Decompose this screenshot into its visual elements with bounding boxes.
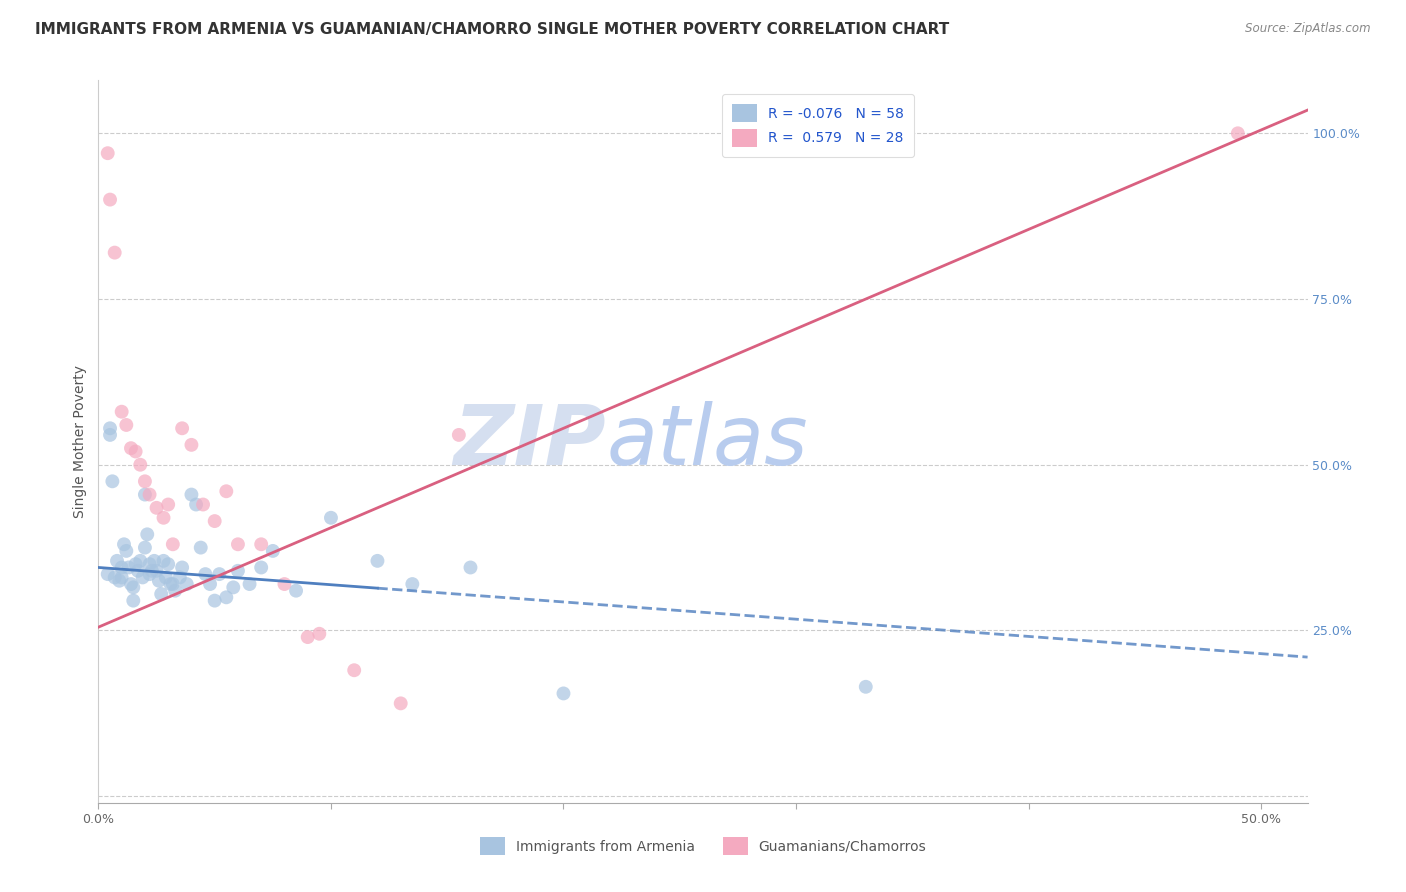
Point bbox=[215, 484, 238, 499]
Point bbox=[138, 557, 160, 571]
Point bbox=[134, 487, 156, 501]
Point bbox=[180, 438, 202, 452]
Point bbox=[111, 405, 134, 419]
Y-axis label: Single Mother Poverty: Single Mother Poverty bbox=[73, 365, 87, 518]
Point bbox=[120, 441, 142, 455]
Point bbox=[172, 421, 194, 435]
Point bbox=[145, 500, 167, 515]
Point bbox=[180, 487, 202, 501]
Point bbox=[97, 146, 120, 161]
Point bbox=[162, 577, 184, 591]
Point bbox=[190, 541, 212, 555]
Point bbox=[226, 537, 249, 551]
Point bbox=[129, 458, 152, 472]
Point bbox=[112, 537, 135, 551]
Point bbox=[152, 554, 174, 568]
Point bbox=[104, 245, 127, 260]
Point bbox=[136, 527, 159, 541]
Point bbox=[98, 428, 121, 442]
Point bbox=[115, 417, 138, 432]
Point bbox=[319, 510, 342, 524]
Point bbox=[111, 570, 134, 584]
Point bbox=[150, 587, 173, 601]
Point bbox=[250, 560, 273, 574]
Point bbox=[165, 583, 187, 598]
Point bbox=[553, 686, 575, 700]
Point bbox=[194, 567, 217, 582]
Text: ZIP: ZIP bbox=[454, 401, 606, 482]
Point bbox=[111, 560, 134, 574]
Point bbox=[129, 554, 152, 568]
Point bbox=[191, 498, 214, 512]
Point bbox=[169, 570, 191, 584]
Point bbox=[250, 537, 273, 551]
Point bbox=[460, 560, 482, 574]
Point bbox=[239, 577, 262, 591]
Point bbox=[134, 475, 156, 489]
Point bbox=[401, 577, 423, 591]
Point bbox=[176, 577, 198, 591]
Point bbox=[134, 541, 156, 555]
Text: IMMIGRANTS FROM ARMENIA VS GUAMANIAN/CHAMORRO SINGLE MOTHER POVERTY CORRELATION : IMMIGRANTS FROM ARMENIA VS GUAMANIAN/CHA… bbox=[35, 22, 949, 37]
Point bbox=[155, 570, 177, 584]
Point bbox=[124, 557, 146, 571]
Point bbox=[118, 560, 141, 574]
Point bbox=[273, 577, 295, 591]
Point bbox=[101, 475, 124, 489]
Point bbox=[138, 567, 160, 582]
Point bbox=[285, 583, 308, 598]
Text: Source: ZipAtlas.com: Source: ZipAtlas.com bbox=[1246, 22, 1371, 36]
Point bbox=[226, 564, 249, 578]
Point bbox=[198, 577, 221, 591]
Point bbox=[105, 554, 128, 568]
Point bbox=[143, 554, 166, 568]
Point bbox=[208, 567, 231, 582]
Point bbox=[122, 580, 145, 594]
Point bbox=[122, 593, 145, 607]
Point bbox=[98, 193, 121, 207]
Point bbox=[184, 498, 207, 512]
Point bbox=[115, 544, 138, 558]
Point bbox=[145, 564, 167, 578]
Point bbox=[343, 663, 366, 677]
Point bbox=[157, 498, 180, 512]
Point bbox=[389, 697, 412, 711]
Point bbox=[222, 580, 245, 594]
Point bbox=[447, 428, 470, 442]
Text: atlas: atlas bbox=[606, 401, 808, 482]
Point bbox=[141, 564, 163, 578]
Point bbox=[204, 514, 226, 528]
Point bbox=[262, 544, 284, 558]
Point bbox=[124, 444, 146, 458]
Point bbox=[1226, 126, 1249, 140]
Point bbox=[162, 537, 184, 551]
Point bbox=[308, 627, 330, 641]
Point bbox=[215, 591, 238, 605]
Point bbox=[138, 487, 160, 501]
Legend: Immigrants from Armenia, Guamanians/Chamorros: Immigrants from Armenia, Guamanians/Cham… bbox=[474, 832, 932, 861]
Point bbox=[366, 554, 388, 568]
Point bbox=[157, 557, 180, 571]
Point bbox=[172, 560, 194, 574]
Point bbox=[204, 593, 226, 607]
Point bbox=[120, 577, 142, 591]
Point bbox=[127, 564, 149, 578]
Point bbox=[98, 421, 121, 435]
Point bbox=[97, 567, 120, 582]
Point bbox=[855, 680, 877, 694]
Point bbox=[104, 570, 127, 584]
Point bbox=[297, 630, 319, 644]
Point bbox=[131, 570, 153, 584]
Point bbox=[148, 574, 170, 588]
Point bbox=[159, 577, 181, 591]
Point bbox=[108, 574, 131, 588]
Point bbox=[152, 510, 174, 524]
